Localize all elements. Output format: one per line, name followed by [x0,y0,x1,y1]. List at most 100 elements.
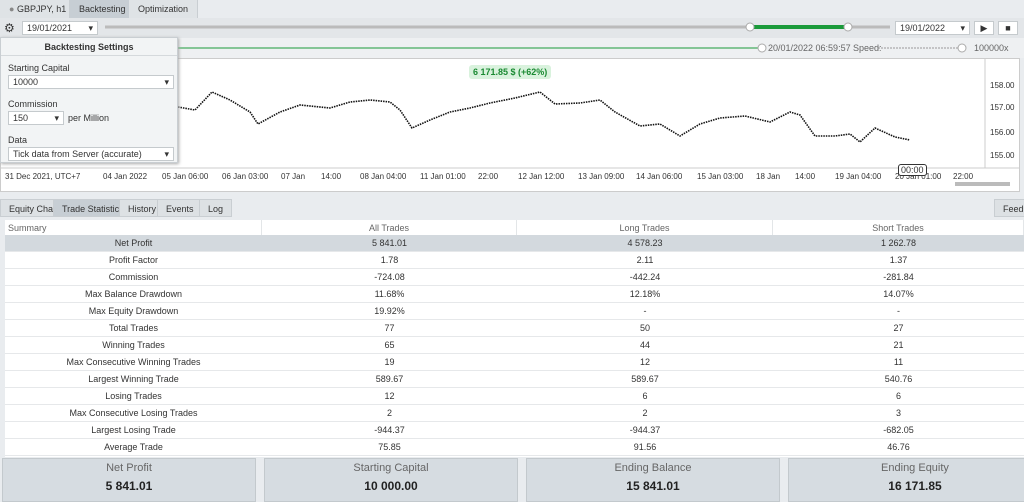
field-label: Starting Capital [8,63,70,73]
settings-icon[interactable]: ⚙ [4,21,15,35]
cell: 75.85 [378,442,401,452]
card-label: Ending Balance [614,462,692,474]
row-bg [5,252,1024,269]
cell: 91.56 [633,442,657,452]
cell: -682.05 [883,425,914,435]
replay-bar [178,43,967,53]
tab[interactable]: Backtesting [70,0,136,18]
equity-badge: 6 171.85 $ (+62%) [469,65,552,79]
cell: Winning Trades [102,340,165,350]
cell: 6 [895,391,901,401]
cell: 5 841.01 [371,238,408,248]
cell: -281.84 [883,272,914,282]
price-chart [0,58,1020,186]
symbol-tab[interactable]: ● GBPJPY, h1 [0,0,70,18]
time-label: 04 Jan 2022 [103,172,148,181]
price-label: 157.00 [990,103,1015,112]
row-bg [5,354,1024,371]
time-label: 15 Jan 03:00 [697,172,744,181]
cell: -724.08 [374,272,405,282]
summary-card [264,458,518,502]
row-bg [5,269,1024,286]
time-label: 11 Jan 01:00 [420,172,466,181]
start-date[interactable]: 19/01/2021 ▾ [22,21,98,35]
settings-panel: Backtesting Settings Starting Capital 10… [0,37,178,163]
tab[interactable]: Events [157,199,203,217]
row-bg [5,405,1024,422]
speed-label: Speed: [853,43,882,53]
tab[interactable]: Log [199,199,233,217]
cell: Total Trades [108,323,159,333]
cell: 589.67 [375,374,404,384]
cell: -944.37 [629,425,661,435]
panel-title: Backtesting Settings [1,38,177,56]
cursor-time: 00:00 [898,164,927,176]
play-button[interactable]: ▶ [974,21,994,35]
summary-card [2,458,256,502]
cell: 21 [893,340,904,350]
cell: 12 [384,391,395,401]
tab[interactable]: Optimization [129,0,199,18]
data-select[interactable]: Tick data from Server (accurate) ▾ [8,147,174,161]
cell: - [897,306,900,316]
stop-button[interactable]: ■ [998,21,1018,35]
row-bg [5,235,1024,252]
commission-input[interactable]: 150 ▾ [8,111,64,125]
cell: 19 [384,357,395,367]
price-label: 158.00 [990,81,1015,90]
time-label: 13 Jan 09:00 [578,172,625,181]
cell: -944.37 [374,425,405,435]
time-label: 12 Jan 12:00 [518,172,565,181]
time-label: 22:00 [953,172,974,181]
tab[interactable]: Trade Statistics [53,199,133,217]
cell: Largest Winning Trade [88,374,179,384]
cell: 44 [639,340,650,350]
feedback-button[interactable]: Feedback [994,199,1024,217]
capital-input[interactable]: 10000 ▾ [8,75,174,89]
cell: 1.78 [380,255,399,265]
cell: 12 [639,357,650,367]
cell: 65 [384,340,395,350]
time-label: 22:00 [478,172,499,181]
time-label: 06 Jan 03:00 [222,172,269,181]
cell: Max Consecutive Losing Trades [69,408,198,418]
tab-label: GBPJPY, h1 [16,4,67,14]
row-bg [5,320,1024,337]
cell: 77 [384,323,395,333]
input-text: 150 [13,113,29,123]
cell: 27 [893,323,904,333]
price-label: 155.00 [990,151,1015,160]
cell: Net Profit [114,238,153,248]
date-text: 19/01/2021 [27,23,73,33]
card-label: Net Profit [106,462,152,474]
price-label: 156.00 [990,128,1015,137]
time-label: 31 Dec 2021, UTC+7 [5,172,81,181]
card-label: Starting Capital [353,462,429,474]
cell: 540.76 [884,374,913,384]
progress-time: 20/01/2022 06:59:57 [768,43,851,53]
card-label: Ending Equity [881,462,949,474]
cell: Losing Trades [105,391,162,401]
unit-label: per Million [68,113,110,123]
cell: -442.24 [629,272,661,282]
speed-value: 100000x [974,43,1009,53]
cell: 2 [642,408,648,418]
cell: Largest Losing Trade [91,425,176,435]
cell: 50 [639,323,650,333]
row-bg [5,337,1024,354]
cell: Max Consecutive Winning Trades [66,357,201,367]
time-label: 08 Jan 04:00 [360,172,407,181]
cell: Commission [108,272,159,282]
cell: 589.67 [631,374,659,384]
tab[interactable]: History [119,199,166,217]
end-date[interactable]: 19/01/2022 ▾ [895,21,970,35]
cell: 46.76 [887,442,910,452]
input-text: 10000 [13,77,39,87]
row-bg [5,371,1024,388]
cell: Max Balance Drawdown [84,289,183,299]
time-label: 20 Jan 01:00 [895,172,942,181]
cell: 4 578.23 [627,238,663,248]
field-label: Data [8,135,28,145]
cell: 2.11 [636,255,654,265]
